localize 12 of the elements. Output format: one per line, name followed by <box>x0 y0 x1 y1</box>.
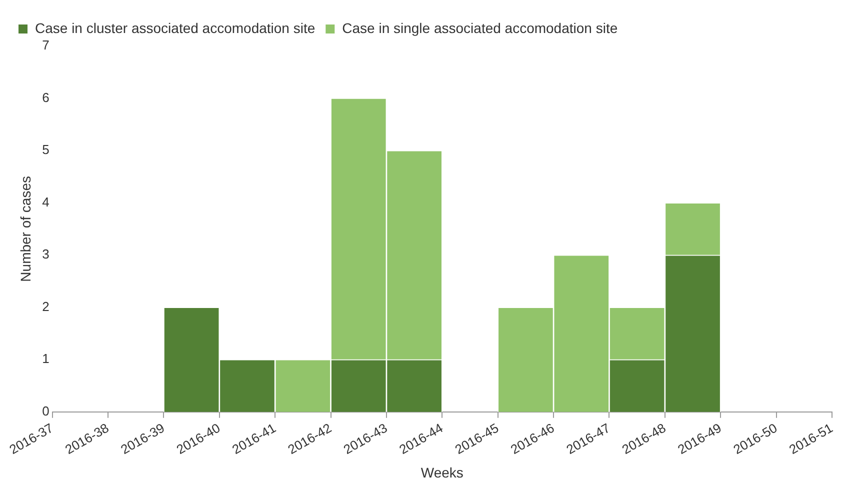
y-tick-label: 3 <box>42 246 50 262</box>
y-tick-label: 6 <box>42 90 50 105</box>
y-tick-label: 2 <box>42 298 50 314</box>
legend-label: Case in single associated accomodation site <box>342 20 618 36</box>
legend-label: Case in cluster associated accomodation site <box>35 20 316 36</box>
y-tick-label: 4 <box>42 194 50 210</box>
x-axis-title: Weeks <box>420 464 464 480</box>
y-axis-title: Number of cases <box>18 176 34 282</box>
y-tick-label: 0 <box>42 403 50 418</box>
y-tick-label: 1 <box>42 351 50 366</box>
y-tick-label: 5 <box>42 142 50 158</box>
y-tick-label: 7 <box>42 38 50 53</box>
